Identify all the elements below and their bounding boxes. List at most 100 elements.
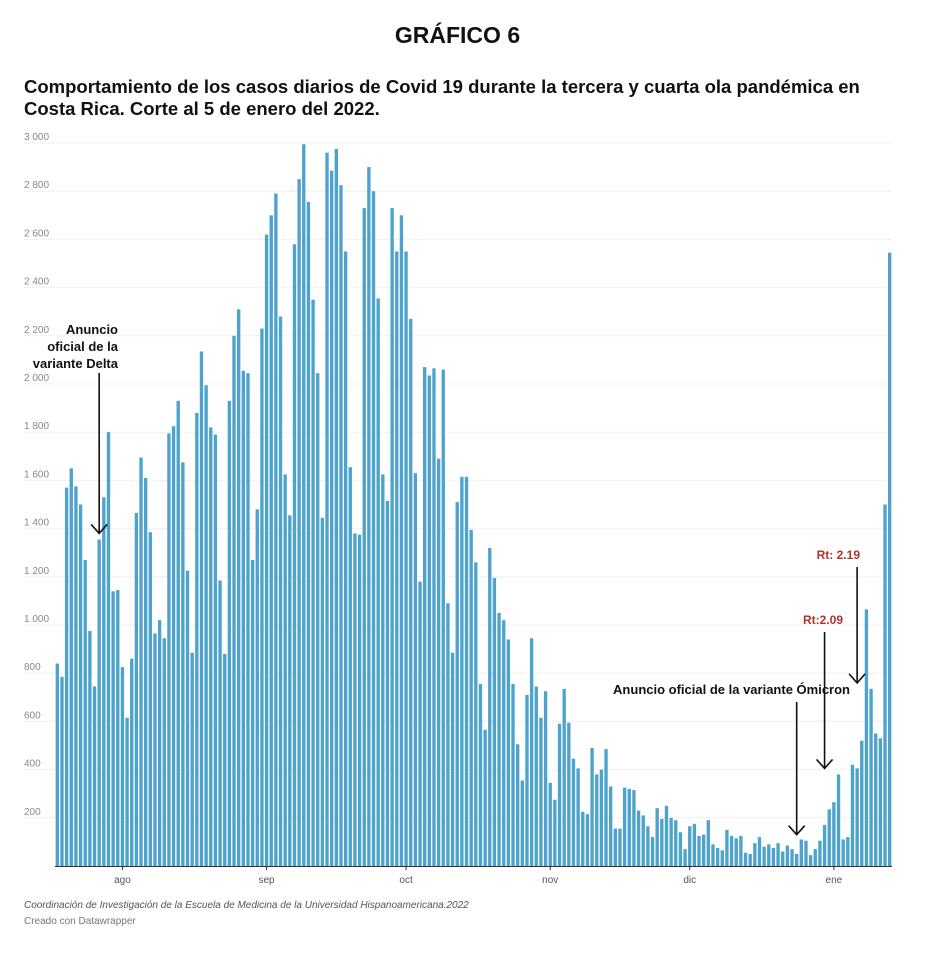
- bar: [646, 826, 650, 866]
- bar: [832, 802, 836, 866]
- bar: [171, 426, 176, 866]
- bar: [74, 486, 78, 866]
- bar: [176, 400, 180, 866]
- bar: [511, 684, 515, 866]
- source-note: Coordinación de Investigación de la Escu…: [24, 900, 469, 911]
- bar: [762, 846, 766, 866]
- bar: [288, 515, 292, 866]
- bar: [302, 144, 306, 866]
- bar: [102, 497, 106, 866]
- bar-layer: [55, 144, 892, 867]
- bar: [157, 620, 162, 866]
- bar: [385, 500, 390, 866]
- bar: [357, 534, 362, 867]
- x-tick-label: oct: [399, 875, 413, 886]
- bar: [725, 829, 729, 866]
- bar: [469, 529, 473, 866]
- bar: [850, 764, 855, 866]
- bar: [669, 817, 673, 866]
- bar: [585, 814, 590, 866]
- bar: [590, 747, 594, 866]
- bar: [213, 434, 218, 866]
- bar: [185, 570, 190, 866]
- bar: [478, 684, 483, 866]
- bar: [190, 652, 194, 866]
- bar: [209, 427, 213, 866]
- bar: [567, 722, 571, 866]
- bar: [818, 840, 822, 866]
- annotation-label: Rt: 2.19: [817, 548, 861, 562]
- bar: [571, 758, 576, 866]
- bar: [195, 412, 199, 866]
- y-tick-label: 1 600: [24, 469, 49, 480]
- bar: [278, 316, 283, 866]
- bar: [776, 843, 780, 866]
- bar: [743, 852, 748, 866]
- x-tick-label: sep: [259, 875, 276, 886]
- bar: [446, 603, 450, 866]
- bar: [246, 373, 250, 866]
- bar: [455, 502, 459, 866]
- bar: [250, 559, 255, 866]
- bar: [874, 733, 878, 866]
- bar: [813, 849, 817, 866]
- bar: [232, 335, 236, 866]
- bar: [325, 152, 329, 866]
- bar: [427, 375, 431, 866]
- bar: [450, 652, 455, 866]
- bar: [474, 562, 478, 866]
- bar: [297, 179, 301, 866]
- bar: [688, 826, 692, 866]
- annotation-label: variante Delta: [33, 356, 119, 371]
- bar: [599, 769, 604, 866]
- bar: [520, 780, 524, 866]
- bar: [739, 835, 743, 867]
- bar: [636, 810, 641, 866]
- bar: [502, 620, 506, 866]
- bar: [581, 811, 585, 866]
- y-tick-label: 600: [24, 710, 41, 721]
- y-tick-label: 1 200: [24, 566, 49, 577]
- bar: [330, 170, 334, 867]
- bar: [148, 532, 152, 866]
- bar: [697, 835, 701, 867]
- bar: [757, 837, 762, 866]
- bar: [92, 686, 97, 866]
- axis-layer: 200 400 600 800 1 000 1 200 1 400 1 600 1 800 2 0…: [24, 132, 892, 886]
- bar: [241, 370, 245, 866]
- bar: [460, 476, 464, 866]
- bar: [162, 638, 166, 866]
- bar: [767, 844, 771, 866]
- bar: [604, 749, 608, 866]
- bar: [734, 838, 738, 866]
- bar: [390, 208, 394, 866]
- bar: [878, 738, 883, 866]
- figure-heading: GRÁFICO 6: [394, 22, 521, 48]
- bar: [836, 774, 841, 866]
- bar: [715, 847, 720, 866]
- bar: [83, 559, 87, 866]
- y-tick-label: 2 000: [24, 373, 49, 384]
- chart-title: Comportamiento de los casos diarios de C…: [24, 76, 860, 119]
- bar: [292, 244, 297, 867]
- bar: [306, 202, 311, 867]
- bar: [130, 658, 134, 866]
- bar: [395, 251, 399, 866]
- bar: [413, 473, 418, 866]
- bar: [771, 847, 776, 866]
- bar: [562, 688, 566, 866]
- bar: [618, 828, 622, 866]
- bar: [706, 820, 710, 866]
- bar: [423, 367, 427, 866]
- bar: [622, 787, 627, 866]
- annotation-arrow-head: [848, 673, 866, 685]
- bar: [795, 853, 799, 866]
- bar: [218, 580, 222, 866]
- bar: [609, 786, 613, 866]
- x-tick-label: ago: [114, 875, 131, 886]
- bar: [436, 458, 441, 866]
- annotation-label: Rt:2.09: [803, 613, 843, 627]
- bar: [557, 723, 562, 866]
- bar: [404, 251, 408, 866]
- bar: [692, 823, 697, 866]
